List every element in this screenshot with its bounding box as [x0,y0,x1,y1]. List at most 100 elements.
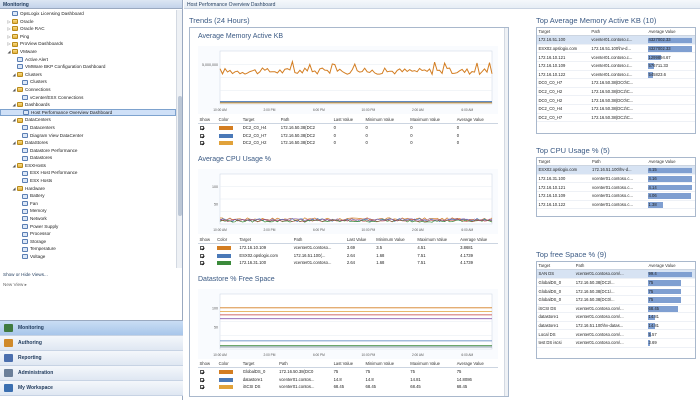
tree-node[interactable]: ◢ VMware [0,48,176,56]
show-series-checkbox[interactable] [199,246,204,251]
tree-expander-icon[interactable]: ◢ [7,48,11,54]
show-series-checkbox[interactable] [199,370,204,375]
tree-expander-icon[interactable]: ◢ [12,162,16,168]
top-row[interactable]: 172.16.51.100 vcenter01.contoso.c... 43270… [537,35,695,45]
tree-node[interactable]: ▷ Ping [0,33,176,41]
top-row[interactable]: DC0_C0_H7 172.16.50.38(DC0\C... [537,78,695,88]
tree-node[interactable]: Voltage [0,253,176,261]
legend-row[interactable]: 172.16.10.109 vcenter01.contoso... 3.69 3.5… [198,244,498,252]
legend-row[interactable]: DC2_C0_H4 172.16.50.38(DC2 0 0 0 0 [198,124,498,132]
show-series-checkbox[interactable] [199,377,204,382]
show-series-checkbox[interactable] [199,133,204,138]
top-row[interactable]: SAN DS vcenter01.contoso.com\... 99.4 [537,269,695,279]
top-row[interactable]: DC2_C0_H7 172.16.50.38(DC2\C... [537,113,695,123]
show-series-checkbox[interactable] [199,253,204,258]
tree-node[interactable]: Host Performance Overview Dashboard [0,108,176,117]
top-row[interactable]: DC0_C0_H2 172.16.50.38(DC0\C... [537,95,695,105]
top-row[interactable]: GlobalDS_0 172.16.50.38(DC0\... 75 [537,295,695,305]
tree-node[interactable]: Battery [0,192,176,200]
tree-expander-icon[interactable]: ◢ [12,71,16,77]
wunderbar-reporting-button[interactable]: Reporting [0,351,183,366]
tree-node[interactable]: Clusters [0,78,176,86]
tree-node[interactable]: Datacenters [0,124,176,132]
tree-node[interactable]: ◢ ESXHosts [0,162,176,170]
legend-row[interactable]: datastore1 vcenter01.contos... 14.8 14.8 14.… [198,375,498,383]
tree-node[interactable]: ◢ Clusters [0,71,176,79]
tree-expander-icon[interactable]: ◢ [12,140,16,146]
tree-expander-icon[interactable]: ◢ [12,102,16,108]
top-row[interactable]: 172.16.10.121 vcenter01.contoso.c... 4.14 [537,182,695,192]
wunderbar-my-workspace-button[interactable]: My Workspace [0,381,183,396]
tree-node[interactable]: Memory [0,207,176,215]
tree-node[interactable]: Diagram View DataCenter [0,132,176,140]
tree-node[interactable]: ◢ DataStores [0,139,176,147]
tree-expander-icon[interactable]: ▷ [7,26,11,32]
tree-node[interactable]: vCenter/ESX Connections [0,94,176,102]
legend-row[interactable]: DC2_C0_H2 172.16.50.38(DC2 0 0 0 0 [198,139,498,147]
tree-expander-icon[interactable]: ◢ [12,185,16,191]
tree-node[interactable]: ◢ Hardware [0,185,176,193]
tree-node[interactable]: ▷ Oracle [0,18,176,26]
tree-node[interactable]: Active Alert [0,56,176,64]
top-row[interactable]: 172.16.31.100 vcenter01.contoso.c... 4.16 [537,174,695,184]
wunderbar-monitoring-button[interactable]: Monitoring [0,321,183,336]
tree-scrollbar-thumb[interactable] [178,96,182,216]
legend-row[interactable]: DC2_C0_H7 172.16.50.38(DC2 0 0 0 0 [198,131,498,139]
top-row[interactable]: datastore1 172.16.51.100\hv-datas... 14.81 [537,321,695,331]
top-row[interactable]: ESX02.opslogix.com 172.16.51.100\hv-d... 4… [537,165,695,175]
trends-scrollbar[interactable] [504,28,508,396]
top-row[interactable]: 172.16.10.122 vcenter01.contoso.c... 1.38 [537,200,695,210]
top-row[interactable]: iSCSI DS vcenter01.contoso.com\... 68.45 [537,304,695,314]
tree-node[interactable]: ▷ Oracle RAC [0,25,176,33]
folder-icon [17,163,23,169]
show-series-checkbox[interactable] [199,141,204,146]
tree-expander-icon[interactable]: ◢ [12,86,16,92]
legend-row[interactable]: GlobalDS_0 172.16.50.38(DC0 75 75 75 75 [198,368,498,376]
show-series-checkbox[interactable] [199,385,204,390]
top-row[interactable]: 172.16.10.109 vcenter01.contoso.c... 57671… [537,61,695,71]
tree-node[interactable]: Datastores [0,154,176,162]
tree-node[interactable]: Processor [0,230,176,238]
tree-node[interactable]: Network [0,215,176,223]
tree-node[interactable]: ▷ ProView Dashboards [0,40,176,48]
top-row[interactable]: test DS iscsi vcenter01.contoso.com\... 3.… [537,338,695,348]
tree-node[interactable]: Storage [0,238,176,246]
legend-row[interactable]: iSCSI DS vcenter01.contos... 68.45 68.45 68.… [198,383,498,391]
tree-expander-icon[interactable]: ▷ [7,41,11,47]
tree-node[interactable]: ESX Host Performance [0,169,176,177]
tree-node[interactable]: OpsLogix Licensing Dashboard [0,10,176,18]
top-row[interactable]: Local DS vcenter01.contoso.com\... 5.57 [537,329,695,339]
show-series-checkbox[interactable] [199,126,204,131]
show-hide-views-link[interactable]: Show or Hide Views... [3,272,48,277]
top-value-cell: 99.4 [647,269,695,279]
tree-node[interactable]: VMWare BKP Configuration Dashboard [0,63,176,71]
tree-node[interactable]: Power Supply [0,223,176,231]
new-view-link[interactable]: New View ▸ [3,282,27,287]
tree-node[interactable]: Datastore Performance [0,147,176,155]
legend-row[interactable]: 172.16.31.100 vcenter01.contoso... 2.64 1.6… [198,259,498,267]
tree-node[interactable]: ◢ Connections [0,86,176,94]
tree-node[interactable]: Fan [0,200,176,208]
top-row[interactable]: 172.16.10.121 vcenter01.contoso.c... 12998… [537,52,695,62]
top-value-cell: 14.81 [647,312,695,322]
tree-expander-icon[interactable]: ◢ [12,117,16,123]
top-row[interactable]: 172.16.10.109 vcenter01.contoso.c... 4.06 [537,191,695,201]
tree-node[interactable]: ESX Hosts [0,177,176,185]
show-series-checkbox[interactable] [199,261,204,266]
top-row[interactable]: GlobalDS_0 172.16.50.38(DC1\... 75 [537,286,695,296]
tree-scrollbar[interactable] [176,10,182,268]
top-row[interactable]: ESX02.opslogix.com 172.16.51.100\hv-d... 4… [537,44,695,54]
top-row[interactable]: datastore1 vcenter01.contoso.com\... 14.81 [537,312,695,322]
top-row[interactable]: DC2_C0_H2 172.16.50.38(DC2\C... [537,87,695,97]
tree-expander-icon[interactable]: ▷ [7,18,11,24]
wunderbar-authoring-button[interactable]: Authoring [0,336,183,351]
tree-node[interactable]: ◢ DataCenters [0,116,176,124]
tree-expander-icon[interactable]: ▷ [7,33,11,39]
top-row[interactable]: DC2_C0_H4 172.16.50.38(DC2\C... [537,104,695,114]
tree-node[interactable]: Temperature [0,245,176,253]
top-row[interactable]: GlobalDS_0 172.16.50.38(DC2\... 75 [537,278,695,288]
top-row[interactable]: 172.16.10.122 vcenter01.contoso.c... 54582… [537,70,695,80]
wunderbar-administration-button[interactable]: Administration [0,366,183,381]
tree-node[interactable]: ◢ Dashboards [0,101,176,109]
legend-row[interactable]: ESX02.opslogix.com 172.16.51.100(... 2.64 1… [198,251,498,259]
